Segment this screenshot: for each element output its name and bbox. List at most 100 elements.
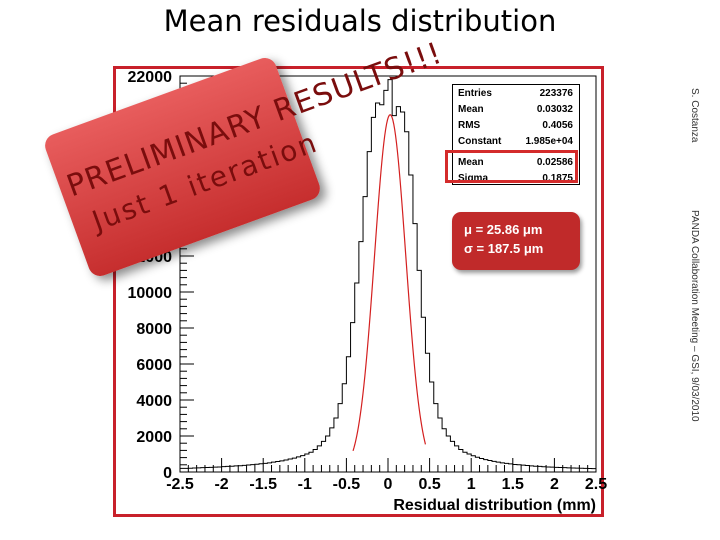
stats-value: 0.02586: [536, 157, 573, 168]
histogram-bin: [272, 462, 276, 472]
stats-label: RMS: [458, 120, 481, 131]
histogram-bin: [351, 323, 355, 472]
histogram-bin: [280, 461, 284, 472]
y-tick-label: 8000: [136, 321, 172, 338]
histogram-bin: [559, 468, 563, 473]
histogram-bin: [209, 467, 213, 472]
stats-label: Entries: [458, 88, 492, 99]
histogram-bin: [338, 404, 342, 472]
meeting-credit: PANDA Collaboration Meeting – GSI, 9/03/…: [689, 210, 712, 530]
histogram-bin: [455, 446, 459, 472]
histogram-bin: [392, 116, 396, 472]
histogram-bin: [205, 468, 209, 473]
histogram-bin: [184, 468, 188, 472]
histogram-bin: [571, 468, 575, 472]
stats-row: Sigma 0.1875: [458, 172, 573, 185]
histogram-bin: [180, 468, 184, 472]
histogram-bin: [588, 468, 592, 472]
histogram-bin: [251, 465, 255, 472]
histogram-bin: [513, 464, 517, 472]
stats-label: Sigma: [458, 173, 489, 184]
stats-value: 1.985e+04: [525, 136, 573, 147]
histogram-bin: [546, 467, 550, 472]
histogram-bin: [255, 464, 259, 472]
stats-label: Mean: [458, 104, 484, 115]
histogram-bin: [363, 197, 367, 472]
histogram-bin: [563, 468, 567, 472]
histogram-bin: [376, 103, 380, 472]
histogram-bin: [450, 441, 454, 472]
histogram-bin: [326, 436, 330, 472]
histogram-bin: [529, 466, 533, 472]
stats-value: 0.4056: [542, 120, 573, 131]
stats-value: 0.03032: [536, 104, 573, 115]
histogram-bin: [521, 465, 525, 472]
histogram-bin: [359, 242, 363, 472]
histogram-bin: [584, 468, 588, 472]
histogram-bin: [267, 463, 271, 472]
histogram-bin: [222, 467, 226, 472]
histogram-bin: [421, 317, 425, 472]
stats-box: Entries 223376 Mean 0.03032 RMS 0.4056 Cons…: [452, 84, 580, 185]
histogram-bin: [313, 450, 317, 473]
histogram-bin: [234, 466, 238, 472]
stats-label: Mean: [458, 157, 484, 168]
histogram-bin: [384, 90, 388, 472]
histogram-outline: [179, 79, 597, 472]
x-tick-label: 1.5: [502, 476, 524, 493]
stats-value: 0.1875: [542, 173, 573, 184]
stats-label: Constant: [458, 136, 502, 147]
y-tick-label: 0: [163, 465, 172, 482]
stats-row: RMS 0.4056: [458, 119, 573, 132]
histogram-bin: [242, 465, 246, 472]
histogram-bin: [538, 466, 542, 472]
histogram-bin: [434, 404, 438, 472]
stats-row: Mean 0.03032: [458, 103, 573, 116]
histogram-bin: [238, 466, 242, 472]
histogram-bin: [247, 465, 251, 472]
histogram-bin: [317, 446, 321, 472]
histogram-bin: [525, 466, 529, 472]
histogram-bin: [342, 384, 346, 472]
histogram-bin: [500, 463, 504, 472]
histogram-bin: [417, 270, 421, 472]
histogram-bin: [321, 441, 325, 472]
stats-row: Mean 0.02586: [458, 156, 573, 169]
histogram-bin: [550, 467, 554, 472]
histogram-bin: [346, 357, 350, 472]
x-tick-label: 0.5: [418, 476, 440, 493]
fit-result-box: μ = 25.86 μm σ = 187.5 μm: [452, 212, 580, 270]
histogram-bin: [400, 112, 404, 472]
histogram-bin: [405, 132, 409, 472]
histogram-bin: [575, 468, 579, 472]
x-tick-label: 1: [467, 476, 476, 493]
histogram-bin: [480, 459, 484, 473]
histogram-bin: [509, 464, 513, 472]
histogram-bin: [534, 466, 538, 472]
histogram-bin: [475, 457, 479, 472]
y-tick-label: 6000: [136, 357, 172, 374]
x-tick-label: 2.5: [585, 476, 607, 493]
histogram-bin: [496, 462, 500, 472]
stats-row: Entries 223376: [458, 87, 573, 100]
histogram-bin: [197, 468, 201, 472]
histogram-bin: [296, 457, 300, 472]
meeting-credit-text: PANDA Collaboration Meeting – GSI, 9/03/…: [689, 210, 700, 422]
histogram-bin: [425, 353, 429, 472]
histogram-bin: [213, 467, 217, 472]
fit-mu-text: μ = 25.86 μm: [464, 222, 543, 237]
histogram-bin: [230, 466, 234, 472]
stats-value: 223376: [539, 88, 573, 99]
histogram-bin: [504, 463, 508, 472]
histogram-bin: [388, 80, 392, 472]
author-credit-text: S. Costanza: [689, 88, 700, 143]
histogram-bin: [592, 469, 596, 472]
x-tick-label: -2.5: [166, 476, 194, 493]
histogram-bin: [463, 452, 467, 472]
histogram-bin: [309, 452, 313, 472]
x-axis-title: Residual distribution (mm): [393, 497, 596, 514]
x-tick-label: -1.5: [249, 476, 277, 493]
gaussian-fit-curve: [352, 113, 427, 452]
histogram-bin: [226, 466, 230, 472]
y-tick-label: 2000: [136, 429, 172, 446]
